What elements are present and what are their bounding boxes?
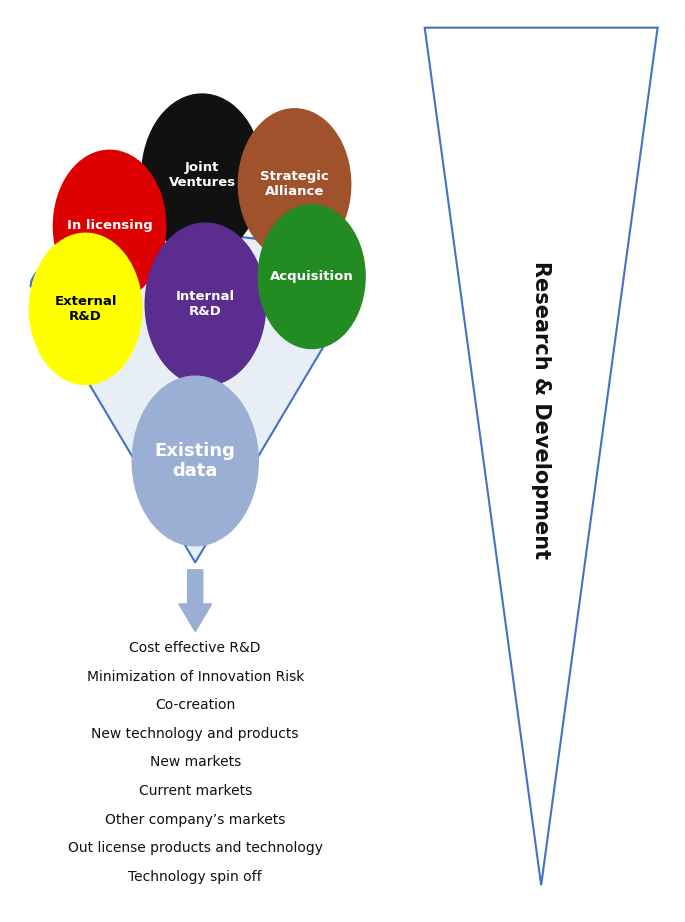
Text: Other company’s markets: Other company’s markets <box>105 812 286 827</box>
Text: In licensing: In licensing <box>66 219 153 232</box>
Circle shape <box>53 150 166 301</box>
Circle shape <box>132 376 258 546</box>
Text: Joint
Ventures: Joint Ventures <box>169 161 236 189</box>
Text: Internal
R&D: Internal R&D <box>176 290 235 318</box>
Circle shape <box>145 223 266 385</box>
Text: Research & Development: Research & Development <box>531 261 551 560</box>
Circle shape <box>238 109 351 260</box>
Polygon shape <box>179 570 212 632</box>
Text: Out license products and technology: Out license products and technology <box>68 841 323 856</box>
Polygon shape <box>425 28 658 885</box>
Circle shape <box>258 205 365 349</box>
Text: Cost effective R&D: Cost effective R&D <box>129 641 261 656</box>
Text: External
R&D: External R&D <box>54 295 117 323</box>
Circle shape <box>29 233 142 384</box>
Polygon shape <box>31 235 360 562</box>
Text: Minimization of Innovation Risk: Minimization of Innovation Risk <box>86 669 304 684</box>
Circle shape <box>142 94 262 256</box>
Text: Current markets: Current markets <box>138 784 252 798</box>
Text: Acquisition: Acquisition <box>270 270 353 283</box>
Text: Technology spin off: Technology spin off <box>128 869 262 884</box>
Text: Existing
data: Existing data <box>155 442 236 480</box>
Text: Co-creation: Co-creation <box>155 698 236 713</box>
Text: Strategic
Alliance: Strategic Alliance <box>260 171 329 198</box>
Text: New markets: New markets <box>149 755 241 770</box>
Text: New technology and products: New technology and products <box>92 727 299 741</box>
